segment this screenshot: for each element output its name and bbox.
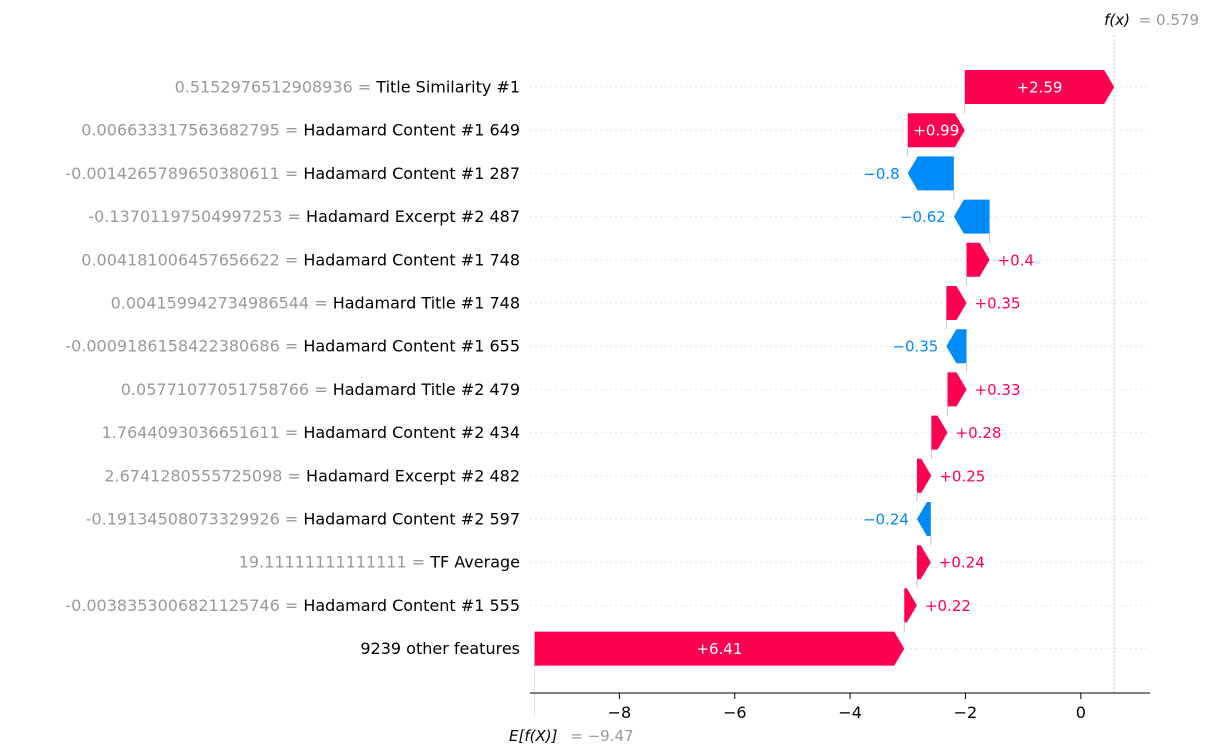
bar-value-label: +0.35 xyxy=(975,295,1021,313)
svg-text:E[f(X)] = −9.47: E[f(X)] = −9.47 xyxy=(509,727,634,745)
feature-label: 1.7644093036651611 = Hadamard Content #2… xyxy=(102,423,520,442)
feature-name: Hadamard Content #1 748 xyxy=(303,250,520,269)
bar-value-label: +0.28 xyxy=(956,424,1002,442)
feature-value: 1.7644093036651611 = xyxy=(102,423,304,442)
feature-label: -0.13701197504997253 = Hadamard Excerpt … xyxy=(88,207,520,226)
feature-name: Hadamard Content #2 434 xyxy=(303,423,520,442)
negative-bar xyxy=(907,156,954,191)
feature-label: 19.11111111111111 = TF Average xyxy=(239,553,520,572)
feature-value: 0.004159942734986544 = xyxy=(111,294,333,313)
feature-name: Hadamard Title #2 479 xyxy=(333,380,520,399)
feature-label: 2.6741280555725098 = Hadamard Excerpt #2… xyxy=(104,466,520,485)
base-annotation: E[f(X)] = −9.47 xyxy=(509,727,634,745)
positive-bar xyxy=(964,70,1115,104)
positive-bar xyxy=(534,631,905,666)
bar-value-label: +0.25 xyxy=(939,467,985,485)
bar-value-label: −0.24 xyxy=(863,511,909,529)
positive-bar xyxy=(946,286,967,320)
feature-name: TF Average xyxy=(429,553,520,572)
feature-value: -0.0014265789650380611 = xyxy=(65,164,303,183)
x-tick-label: −6 xyxy=(723,703,747,722)
negative-bar xyxy=(946,329,967,364)
fx-label: f(x) xyxy=(1104,11,1130,29)
bar-value-label: +0.24 xyxy=(939,554,985,572)
bar-value-label: +2.59 xyxy=(1017,79,1063,97)
feature-name: Hadamard Excerpt #2 482 xyxy=(306,466,520,485)
feature-name: Title Similarity #1 xyxy=(375,78,520,97)
feature-name: Hadamard Content #1 649 xyxy=(303,121,520,140)
positive-bar xyxy=(916,545,931,580)
feature-value: 0.004181006457656622 = xyxy=(81,250,303,269)
bar-value-label: −0.35 xyxy=(892,338,938,356)
x-tick-label: 0 xyxy=(1076,703,1086,722)
positive-bar xyxy=(916,458,932,493)
feature-name: Hadamard Content #1 555 xyxy=(303,596,520,615)
positive-bar xyxy=(931,415,948,450)
x-axis: −8 −6 −4 −2 0 xyxy=(530,692,1150,722)
feature-value: 0.5152976512908936 = xyxy=(175,78,377,97)
feature-value: 19.11111111111111 = xyxy=(239,553,431,572)
base-label: E[f(X)] xyxy=(509,727,558,745)
bar-value-label: −0.62 xyxy=(900,208,946,226)
feature-name: 9239 other features xyxy=(360,639,520,658)
feature-label: -0.0038353006821125746 = Hadamard Conten… xyxy=(65,596,520,615)
x-tick-label: −4 xyxy=(838,703,862,722)
positive-bar xyxy=(966,242,990,277)
feature-value: -0.19134508073329926 = xyxy=(86,510,304,529)
bars-layer: +2.59 +0.99 −0.8 −0.62 +0.4 +0.35 −0.35 +0.33 +0… xyxy=(534,70,1115,666)
bar-value-label: +0.99 xyxy=(913,122,959,140)
negative-bar xyxy=(916,502,931,536)
feature-label: 0.004181006457656622 = Hadamard Content … xyxy=(81,250,520,269)
feature-value: -0.0038353006821125746 = xyxy=(65,596,303,615)
bar-value-label: −0.8 xyxy=(863,165,899,183)
feature-name: Hadamard Excerpt #2 487 xyxy=(306,207,520,226)
base-value: = −9.47 xyxy=(570,727,633,745)
fx-annotation: f(x) = 0.579 xyxy=(1104,11,1199,29)
feature-label: 0.004159942734986544 = Hadamard Title #1… xyxy=(111,294,520,313)
feature-name: Hadamard Content #1 655 xyxy=(303,337,520,356)
feature-label: -0.0009186158422380686 = Hadamard Conten… xyxy=(65,337,520,356)
feature-label: 0.5152976512908936 = Title Similarity #1 xyxy=(175,78,520,97)
positive-bar xyxy=(907,113,965,148)
feature-value: -0.0009186158422380686 = xyxy=(65,337,303,356)
positive-bar xyxy=(904,588,917,623)
fx-value: = 0.579 xyxy=(1139,11,1199,29)
feature-name: Hadamard Title #1 748 xyxy=(333,294,520,313)
feature-value: -0.13701197504997253 = xyxy=(88,207,306,226)
bar-value-label: +6.41 xyxy=(696,640,742,658)
negative-bar xyxy=(953,199,990,234)
feature-label: 0.05771077051758766 = Hadamard Title #2 … xyxy=(121,380,520,399)
reference-lines xyxy=(534,35,1115,717)
bar-value-label: +0.33 xyxy=(975,381,1021,399)
feature-label: -0.0014265789650380611 = Hadamard Conten… xyxy=(65,164,520,183)
feature-label: 9239 other features xyxy=(360,639,520,658)
x-tick-label: −2 xyxy=(954,703,978,722)
feature-value: 2.6741280555725098 = xyxy=(104,466,306,485)
feature-label: 0.006633317563682795 = Hadamard Content … xyxy=(81,121,520,140)
feature-name: Hadamard Content #2 597 xyxy=(303,510,520,529)
feature-value: 0.006633317563682795 = xyxy=(81,121,303,140)
positive-bar xyxy=(947,372,967,407)
feature-name: Hadamard Content #1 287 xyxy=(303,164,520,183)
bar-value-label: +0.4 xyxy=(998,251,1034,269)
feature-labels-layer: 0.5152976512908936 = Title Similarity #1… xyxy=(65,78,520,659)
feature-label: -0.19134508073329926 = Hadamard Content … xyxy=(86,510,520,529)
bar-value-label: +0.22 xyxy=(925,597,971,615)
x-tick-label: −8 xyxy=(608,703,632,722)
svg-text:f(x) = 0.579: f(x) = 0.579 xyxy=(1104,11,1199,29)
grid-layer xyxy=(530,86,1150,650)
feature-value: 0.05771077051758766 = xyxy=(121,380,333,399)
